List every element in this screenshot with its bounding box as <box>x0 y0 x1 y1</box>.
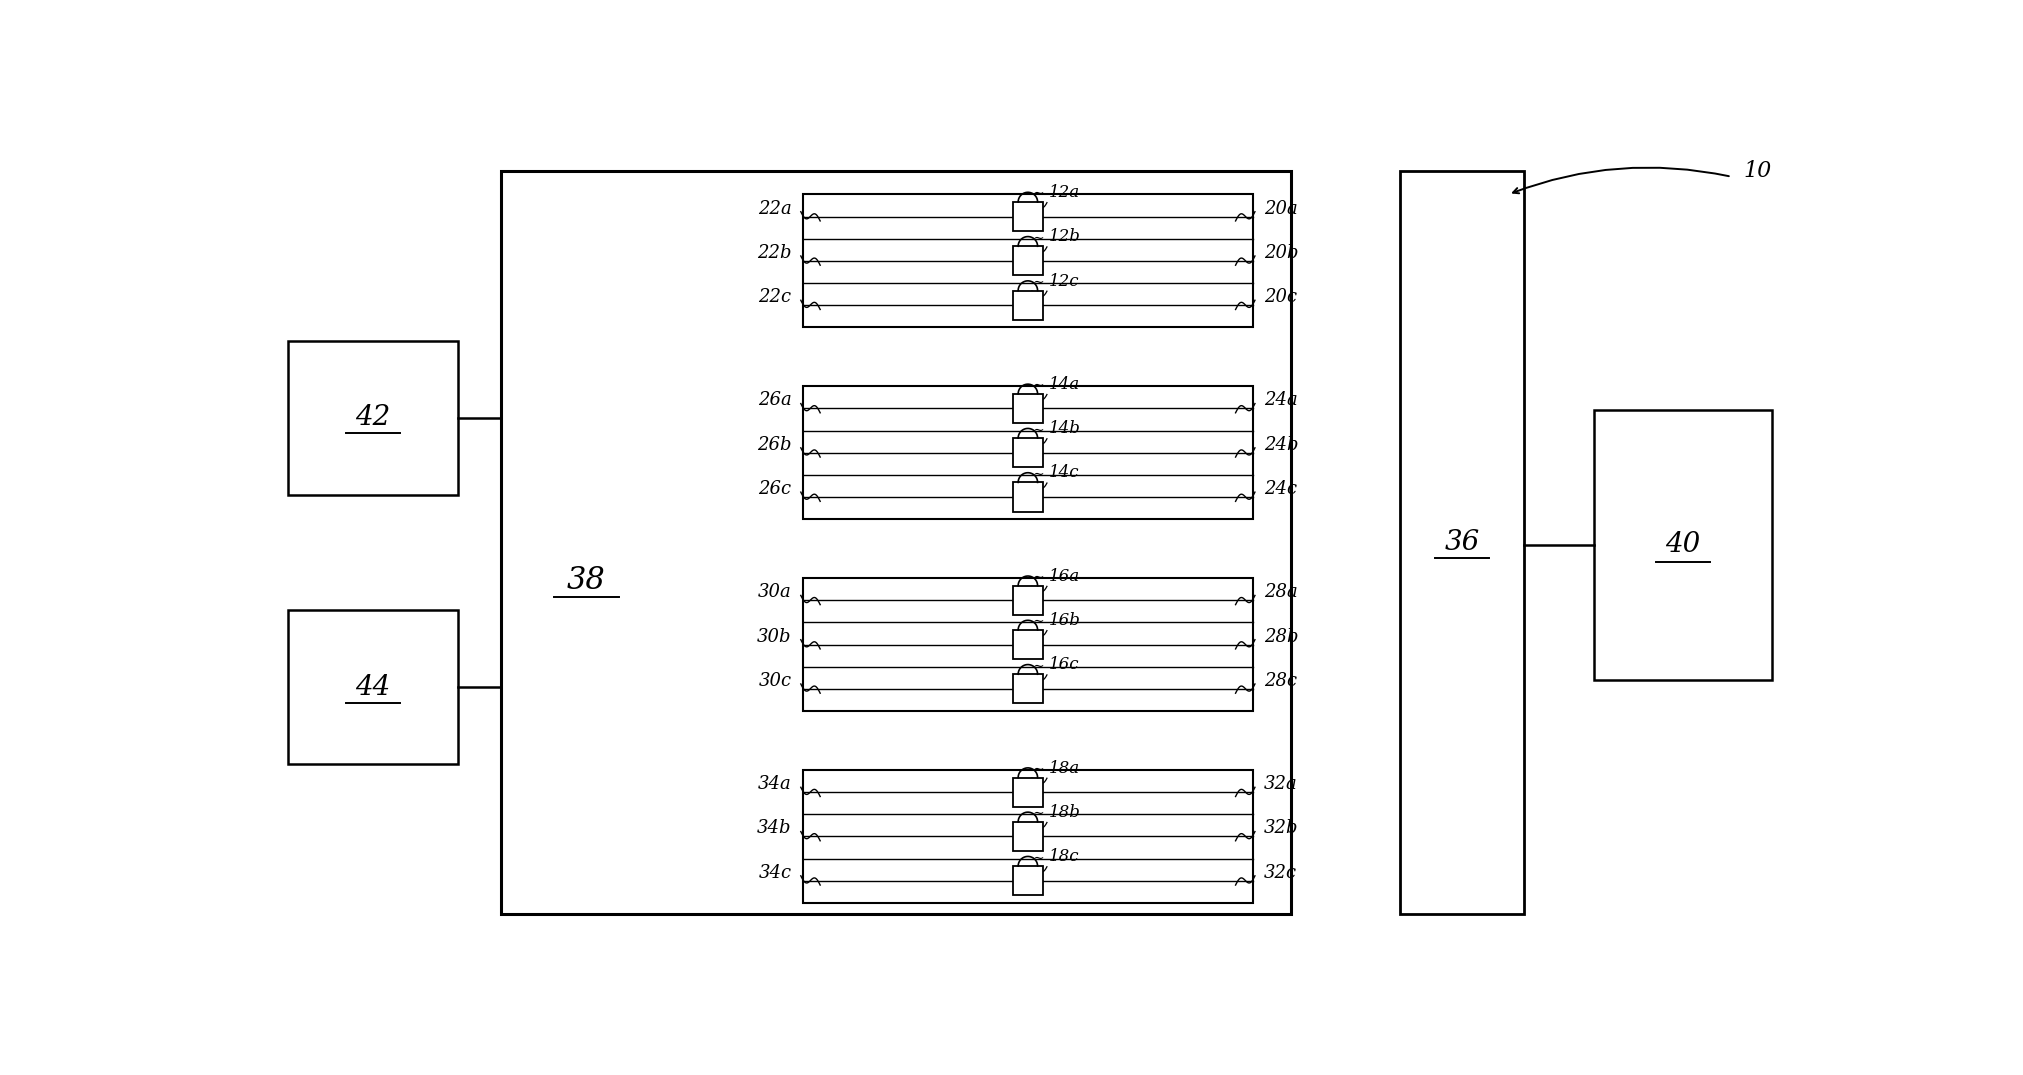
Bar <box>803 770 1252 903</box>
Text: 12a: 12a <box>1048 184 1080 201</box>
Bar <box>1014 586 1042 615</box>
Text: ∼: ∼ <box>1034 467 1044 481</box>
Text: 32c: 32c <box>1264 863 1297 881</box>
Text: 26c: 26c <box>759 481 791 498</box>
Bar <box>1014 866 1042 895</box>
Text: 20a: 20a <box>1264 200 1299 217</box>
Bar <box>1014 290 1042 319</box>
Text: 16b: 16b <box>1048 612 1080 629</box>
Text: ∼: ∼ <box>1034 806 1044 820</box>
Text: 20c: 20c <box>1264 288 1297 306</box>
Text: ∼: ∼ <box>1034 275 1044 289</box>
Text: 34a: 34a <box>759 775 791 793</box>
Bar <box>1014 439 1042 468</box>
Text: 18b: 18b <box>1048 804 1080 821</box>
Text: 28b: 28b <box>1264 628 1299 646</box>
Text: ∼: ∼ <box>1034 186 1044 200</box>
Text: 22a: 22a <box>759 200 791 217</box>
Bar <box>803 578 1252 711</box>
Bar <box>1014 393 1042 424</box>
Text: 28c: 28c <box>1264 672 1297 690</box>
Text: ∼: ∼ <box>1034 570 1044 584</box>
Bar <box>1014 674 1042 703</box>
Bar <box>287 341 459 494</box>
Text: 18a: 18a <box>1048 760 1080 776</box>
Text: 14b: 14b <box>1048 420 1080 438</box>
Bar <box>1014 821 1042 851</box>
Bar <box>287 611 459 764</box>
Text: ∼: ∼ <box>1034 762 1044 776</box>
Text: 12b: 12b <box>1048 228 1080 245</box>
Text: ∼: ∼ <box>1034 614 1044 628</box>
Text: ∼: ∼ <box>1034 231 1044 245</box>
Bar <box>1014 202 1042 231</box>
Text: ∼: ∼ <box>1034 378 1044 392</box>
Bar <box>1594 410 1772 679</box>
Text: 18c: 18c <box>1048 848 1078 865</box>
Text: 32b: 32b <box>1264 819 1299 837</box>
Text: 40: 40 <box>1665 531 1701 558</box>
Text: 28a: 28a <box>1264 584 1299 601</box>
Text: 44: 44 <box>356 674 390 701</box>
Text: 14a: 14a <box>1048 376 1080 393</box>
Text: 14c: 14c <box>1048 464 1078 482</box>
Text: ∼: ∼ <box>1034 850 1044 864</box>
Text: 10: 10 <box>1744 160 1772 183</box>
Text: 30b: 30b <box>757 628 791 646</box>
Text: ∼: ∼ <box>1034 659 1044 673</box>
Text: 36: 36 <box>1444 529 1479 557</box>
Text: 34c: 34c <box>759 863 791 881</box>
Bar <box>502 171 1291 915</box>
Text: 32a: 32a <box>1264 775 1299 793</box>
Bar <box>1014 483 1042 512</box>
Text: ∼: ∼ <box>1034 422 1044 436</box>
Text: 30a: 30a <box>759 584 791 601</box>
Text: 20b: 20b <box>1264 244 1299 262</box>
Bar <box>803 386 1252 519</box>
Text: 22c: 22c <box>759 288 791 306</box>
Text: 22b: 22b <box>757 244 791 262</box>
Text: 16a: 16a <box>1048 568 1080 585</box>
Text: 24b: 24b <box>1264 435 1299 454</box>
Text: 38: 38 <box>566 564 605 596</box>
Text: 30c: 30c <box>759 672 791 690</box>
Bar <box>1014 777 1042 807</box>
Bar <box>1014 630 1042 659</box>
Text: 12c: 12c <box>1048 273 1078 289</box>
Text: 42: 42 <box>356 404 390 431</box>
Text: 26a: 26a <box>759 391 791 410</box>
Bar <box>1014 246 1042 275</box>
Text: 24a: 24a <box>1264 391 1299 410</box>
Text: 34b: 34b <box>757 819 791 837</box>
Bar <box>1400 171 1523 915</box>
Text: 16c: 16c <box>1048 657 1078 673</box>
Text: 24c: 24c <box>1264 481 1297 498</box>
Bar <box>803 195 1252 327</box>
Text: 26b: 26b <box>757 435 791 454</box>
